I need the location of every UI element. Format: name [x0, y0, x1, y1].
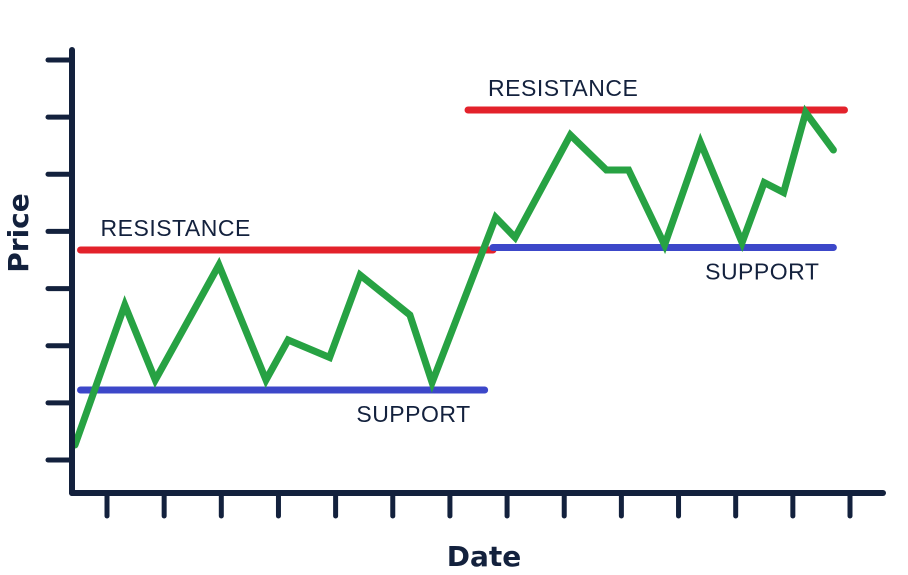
x-axis-ticks — [104, 490, 853, 519]
y-axis-ticks — [45, 57, 75, 463]
support-label: SUPPORT — [705, 259, 819, 285]
x-axis-title: Date — [447, 540, 522, 573]
support-resistance-levels — [77, 106, 848, 394]
support-label: SUPPORT — [356, 401, 470, 427]
level-labels: RESISTANCE SUPPORT RESISTANCE SUPPORT — [101, 75, 819, 427]
y-axis-title: Price — [2, 193, 35, 273]
resistance-label: RESISTANCE — [101, 215, 251, 241]
resistance-label: RESISTANCE — [488, 75, 638, 101]
price-series-line — [71, 104, 837, 449]
